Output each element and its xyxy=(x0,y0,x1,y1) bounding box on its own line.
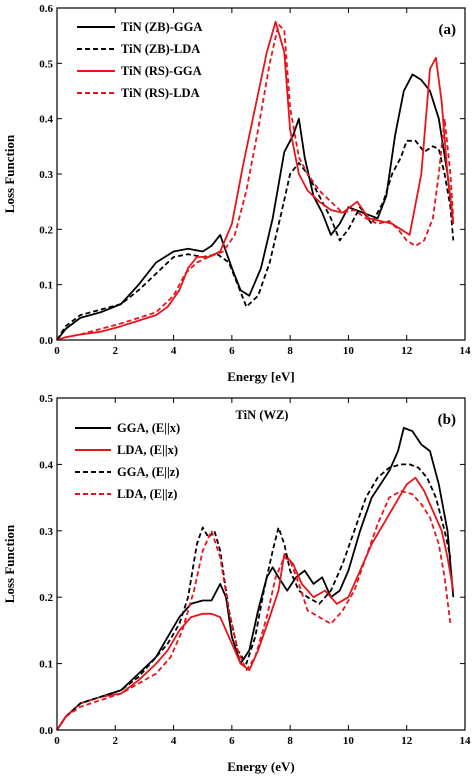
series-line xyxy=(56,426,455,731)
x-tick-label: 8 xyxy=(287,345,293,357)
y-tick-label: 0.0 xyxy=(39,335,53,347)
panel-b: 0 2 4 6 8 10 12 14 0.0 0.1 0.2 0.3 0.4 0.5 GGA, (E||x… xyxy=(2,393,471,774)
y-tick-label: 0.0 xyxy=(39,725,53,737)
panel-b-title: TiN (WZ) xyxy=(236,408,289,422)
y-tick-label: 0.5 xyxy=(39,393,53,405)
panel-b-label: (b) xyxy=(438,412,456,428)
legend-label: GGA, (E||z) xyxy=(117,465,179,479)
legend-label: TiN (RS)-GGA xyxy=(121,64,202,78)
x-tick-label: 0 xyxy=(54,345,60,357)
legend-label: TiN (RS)-LDA xyxy=(121,86,200,100)
legend-label: GGA, (E||x) xyxy=(117,421,180,435)
panel-b-ticks-layer: 0 2 4 6 8 10 12 14 0.0 0.1 0.2 0.3 0.4 0.5 xyxy=(39,393,471,747)
y-tick-label: 0.5 xyxy=(39,58,53,70)
y-tick-label: 0.2 xyxy=(39,592,53,604)
panel-a-legend: TiN (ZB)-GGA TiN (ZB)-LDA TiN (RS)-GGA TiN … xyxy=(77,20,202,100)
x-tick-label: 8 xyxy=(287,735,293,747)
series-line xyxy=(56,476,455,731)
legend-label: TiN (ZB)-GGA xyxy=(121,20,202,34)
panel-a-xlabel: Energy [eV] xyxy=(227,369,295,384)
panel-b-series-layer xyxy=(56,426,455,731)
panel-a-series-layer xyxy=(56,20,455,341)
x-tick-label: 0 xyxy=(54,735,60,747)
panel-b-plot-frame xyxy=(56,397,466,731)
x-tick-label: 12 xyxy=(401,345,413,357)
y-tick-label: 0.3 xyxy=(39,526,53,538)
series-line xyxy=(56,23,455,341)
panel-b-ylabel: Loss Function xyxy=(2,524,17,603)
y-tick-label: 0.3 xyxy=(39,169,53,181)
series-line xyxy=(56,20,455,341)
series-line xyxy=(56,139,455,341)
x-tick-label: 10 xyxy=(343,345,355,357)
panel-a-ticks-layer: 0 2 4 6 8 10 12 14 0.0 0.1 0.2 0.3 0.4 0.5 0.6 xyxy=(39,3,471,357)
y-tick-label: 0.4 xyxy=(39,459,53,471)
x-tick-label: 14 xyxy=(460,735,472,747)
x-tick-label: 2 xyxy=(113,345,119,357)
panel-a-plot-frame xyxy=(56,7,466,341)
y-tick-label: 0.1 xyxy=(39,280,53,292)
series-line xyxy=(56,490,452,731)
panel-a-ylabel: Loss Function xyxy=(2,134,17,213)
series-line xyxy=(56,73,455,341)
x-tick-label: 2 xyxy=(113,735,119,747)
x-tick-label: 6 xyxy=(229,735,235,747)
y-tick-label: 0.2 xyxy=(39,224,53,236)
x-tick-label: 14 xyxy=(460,345,472,357)
panel-b-xlabel: Energy (eV) xyxy=(227,759,295,774)
x-tick-label: 12 xyxy=(401,735,413,747)
x-tick-label: 4 xyxy=(171,735,177,747)
legend-label: LDA, (E||z) xyxy=(117,487,177,501)
y-tick-label: 0.6 xyxy=(39,3,53,15)
y-tick-label: 0.4 xyxy=(39,114,53,126)
y-tick-label: 0.1 xyxy=(39,659,53,671)
panel-b-legend: GGA, (E||x) LDA, (E||x) GGA, (E||z) LDA, (E… xyxy=(75,421,180,501)
panel-a-label: (a) xyxy=(439,22,457,38)
x-tick-label: 4 xyxy=(171,345,177,357)
x-tick-label: 6 xyxy=(229,345,235,357)
legend-label: LDA, (E||x) xyxy=(117,443,178,457)
series-line xyxy=(56,463,452,731)
panel-a: 0 2 4 6 8 10 12 14 0.0 0.1 0.2 0.3 0.4 0.5 0.6 TiN (ZB… xyxy=(2,3,471,384)
x-tick-label: 10 xyxy=(343,735,355,747)
legend-label: TiN (ZB)-LDA xyxy=(121,42,200,56)
